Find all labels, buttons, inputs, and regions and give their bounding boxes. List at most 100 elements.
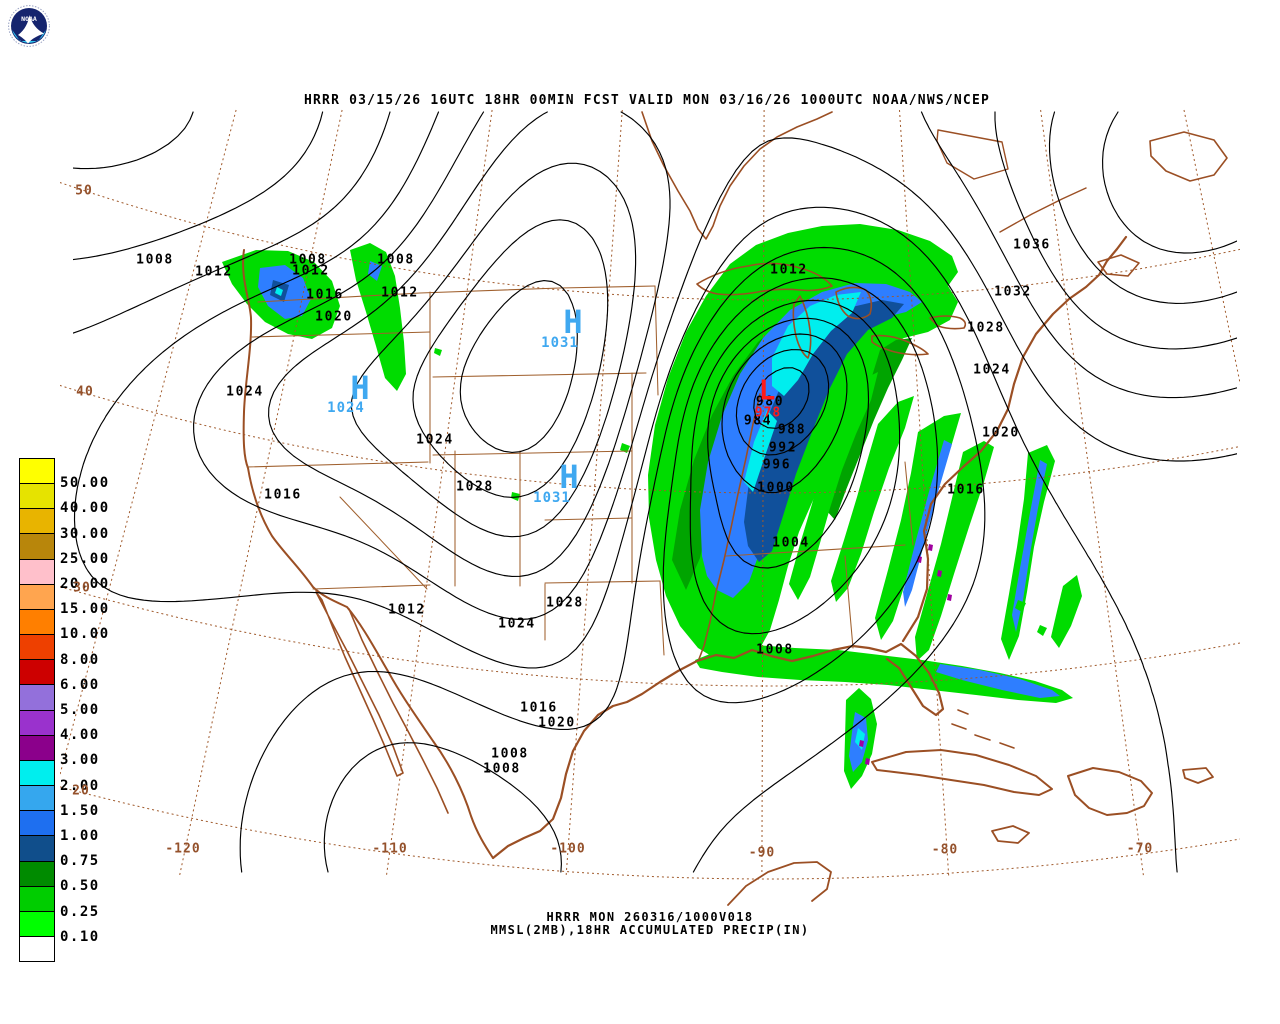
legend-cell <box>20 835 54 861</box>
legend-label: 5.00 <box>60 702 100 718</box>
legend-label: 2.00 <box>60 777 100 794</box>
legend-label: 1.00 <box>60 828 100 844</box>
precip-area <box>1012 460 1047 632</box>
legend-label: 15.00 <box>60 601 110 618</box>
legend-label: 10.00 <box>60 626 110 643</box>
legend-cell <box>20 759 54 786</box>
legend-cell <box>20 459 54 484</box>
precip-area <box>368 261 382 281</box>
legend-label: 0.50 <box>60 878 100 895</box>
precip-heavy-speck <box>859 740 864 747</box>
graticule-line <box>1040 109 1144 877</box>
legend-label: 1.50 <box>60 802 100 819</box>
lake-superior <box>696 262 833 296</box>
precip-area <box>350 243 406 391</box>
precip-area <box>1015 600 1026 612</box>
precipitation-shading <box>222 224 1082 789</box>
graticule-line <box>179 109 343 877</box>
graticule-line <box>60 786 1240 880</box>
legend-cell <box>20 608 54 635</box>
isobars <box>73 111 1237 873</box>
legend-cell <box>20 785 54 811</box>
footer-model-line: HRRR MON 260316/1000V018 <box>546 910 754 924</box>
precip-area <box>275 287 283 296</box>
precip-area <box>789 372 878 600</box>
coastline <box>315 591 404 777</box>
precip-heavy-speck <box>928 544 933 551</box>
precip-area <box>1051 575 1082 648</box>
newfoundland <box>1149 131 1228 182</box>
state-border <box>904 461 914 546</box>
state-border <box>544 517 633 521</box>
legend-label: 40.00 <box>60 500 110 517</box>
legend-label: 6.00 <box>60 676 100 693</box>
legend-label: 30.00 <box>60 525 110 542</box>
legend-cell <box>20 483 54 509</box>
hudson-bay <box>641 111 833 240</box>
precip-comma-navy <box>744 300 904 562</box>
precip-area <box>936 664 1060 698</box>
legend-label: 0.25 <box>60 903 100 920</box>
legend-cell <box>20 885 54 911</box>
state-border <box>432 372 647 378</box>
legend-label: 0.75 <box>60 853 100 870</box>
state-border <box>844 555 854 649</box>
state-border <box>725 544 906 557</box>
hispaniola <box>1067 767 1153 816</box>
cuba <box>871 749 1053 796</box>
graticule-line <box>60 182 1240 301</box>
legend-cell <box>20 935 54 962</box>
legend-label: 4.00 <box>60 727 100 744</box>
legend-label: 0.10 <box>60 928 100 945</box>
lake-ontario <box>929 315 967 330</box>
st-lawrence <box>999 187 1087 233</box>
state-border <box>246 461 429 468</box>
precip-heavy-speck <box>947 594 952 601</box>
precip-area <box>434 348 442 356</box>
state-border <box>544 580 661 584</box>
precip-heavy-speck <box>865 758 870 765</box>
legend-label: 20.00 <box>60 576 110 592</box>
legend-cell <box>20 533 54 559</box>
state-border <box>432 450 633 456</box>
lake-huron <box>835 286 873 320</box>
precip-area <box>744 410 777 492</box>
coastline <box>242 249 494 859</box>
noaa-logo-text: NOAA <box>21 15 37 23</box>
legend-label: 8.00 <box>60 651 100 668</box>
coastlines-borders <box>242 111 1228 906</box>
state-border <box>312 584 431 590</box>
legend-cell <box>20 709 54 735</box>
graticule-line <box>1183 109 1240 386</box>
page-title: HRRR 03/15/26 16UTC 18HR 00MIN FCST VALI… <box>303 93 991 108</box>
legend-cell <box>20 583 54 609</box>
nova-scotia <box>1097 254 1140 277</box>
state-border <box>654 285 659 396</box>
precip-area <box>620 443 630 453</box>
gulf-coastline <box>491 642 945 860</box>
coastline <box>348 608 449 814</box>
precip-area <box>826 338 912 520</box>
precip-area <box>831 396 914 602</box>
legend-cell <box>20 810 54 836</box>
precip-area <box>511 492 520 501</box>
graticule-line <box>60 384 1240 494</box>
lake-erie <box>871 334 929 356</box>
legend-cell <box>20 860 54 886</box>
legend-cell <box>20 659 54 685</box>
state-border <box>339 496 428 590</box>
legend-label: 3.00 <box>60 752 100 769</box>
mississippi-river <box>698 393 761 660</box>
legend-label: 50.00 <box>60 475 110 492</box>
graticule-line <box>60 109 237 777</box>
yucatan <box>727 861 832 906</box>
legend-cell <box>20 508 54 534</box>
precip-heavy-speck <box>937 570 942 577</box>
legend-cell <box>20 734 54 760</box>
footer-field-line: MMSL(2MB),18HR ACCUMULATED PRECIP(IN) <box>490 923 810 937</box>
precip-area <box>915 441 994 661</box>
legend-cell <box>20 910 54 936</box>
jamaica <box>991 825 1030 844</box>
